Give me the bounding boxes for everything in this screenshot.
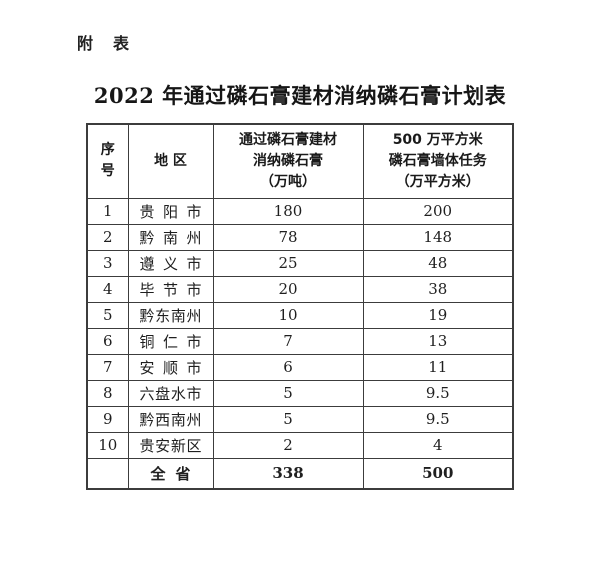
region-cell: 铜仁市 — [127, 327, 214, 355]
region-cell: 黔西南州 — [127, 405, 214, 433]
wall-cell: 13 — [362, 327, 514, 355]
region-cell: 六盘水市 — [127, 379, 214, 407]
wall-cell: 48 — [362, 249, 514, 277]
gypsum-cell: 5 — [212, 379, 364, 407]
wall-cell: 9.5 — [362, 379, 514, 407]
region-cell: 安顺市 — [127, 353, 214, 381]
gypsum-cell: 2 — [212, 431, 364, 459]
wall-cell: 11 — [362, 353, 514, 381]
wall-cell: 4 — [362, 431, 514, 459]
region-cell: 黔东南州 — [127, 301, 214, 329]
header-serial-number: 序 号 — [86, 123, 129, 199]
table-body: 1 贵阳市 180 200 2 黔南州 78 148 3 遵义市 25 48 4… — [86, 197, 514, 490]
table-row: 10 贵安新区 2 4 — [86, 431, 514, 459]
region-cell-total: 全省 — [127, 457, 214, 490]
region-cell: 贵阳市 — [127, 197, 214, 225]
wall-total-cell: 500 — [362, 457, 514, 490]
table-row: 6 铜仁市 7 13 — [86, 327, 514, 355]
table-header: 序 号 地 区 通过磷石膏建材 消纳磷石膏 （万吨） 500 万平方米 磷石膏墙… — [86, 123, 514, 199]
table-total-row: 全省 338 500 — [86, 457, 514, 490]
gypsum-cell: 5 — [212, 405, 364, 433]
gypsum-cell: 20 — [212, 275, 364, 303]
plan-table: 序 号 地 区 通过磷石膏建材 消纳磷石膏 （万吨） 500 万平方米 磷石膏墙… — [86, 123, 514, 490]
page-title: 2022 年通过磷石膏建材消纳磷石膏计划表 — [93, 83, 507, 108]
table-row: 1 贵阳市 180 200 — [86, 197, 514, 225]
serial-cell: 2 — [86, 223, 129, 251]
header-wall-task: 500 万平方米 磷石膏墙体任务 （万平方米） — [362, 123, 514, 199]
gypsum-cell: 6 — [212, 353, 364, 381]
gypsum-cell: 78 — [212, 223, 364, 251]
header-region: 地 区 — [127, 123, 214, 199]
region-cell: 毕节市 — [127, 275, 214, 303]
serial-cell: 6 — [86, 327, 129, 355]
serial-cell: 5 — [86, 301, 129, 329]
table-row: 8 六盘水市 5 9.5 — [86, 379, 514, 407]
serial-cell: 10 — [86, 431, 129, 459]
appendix-label: 附 表 — [77, 34, 132, 53]
header-row: 序 号 地 区 通过磷石膏建材 消纳磷石膏 （万吨） 500 万平方米 磷石膏墙… — [86, 123, 514, 199]
header-gypsum-consumption: 通过磷石膏建材 消纳磷石膏 （万吨） — [212, 123, 364, 199]
serial-cell: 7 — [86, 353, 129, 381]
wall-cell: 19 — [362, 301, 514, 329]
serial-cell: 8 — [86, 379, 129, 407]
gypsum-cell: 180 — [212, 197, 364, 225]
gypsum-cell: 7 — [212, 327, 364, 355]
wall-cell: 148 — [362, 223, 514, 251]
gypsum-total-cell: 338 — [212, 457, 364, 490]
serial-cell-empty — [86, 457, 129, 490]
region-cell: 遵义市 — [127, 249, 214, 277]
region-cell: 黔南州 — [127, 223, 214, 251]
serial-cell: 9 — [86, 405, 129, 433]
serial-cell: 4 — [86, 275, 129, 303]
region-cell: 贵安新区 — [127, 431, 214, 459]
table-row: 7 安顺市 6 11 — [86, 353, 514, 381]
table-row: 9 黔西南州 5 9.5 — [86, 405, 514, 433]
serial-cell: 1 — [86, 197, 129, 225]
wall-cell: 9.5 — [362, 405, 514, 433]
table-row: 5 黔东南州 10 19 — [86, 301, 514, 329]
wall-cell: 200 — [362, 197, 514, 225]
gypsum-cell: 10 — [212, 301, 364, 329]
gypsum-cell: 25 — [212, 249, 364, 277]
wall-cell: 38 — [362, 275, 514, 303]
table-row: 4 毕节市 20 38 — [86, 275, 514, 303]
table-row: 2 黔南州 78 148 — [86, 223, 514, 251]
table-row: 3 遵义市 25 48 — [86, 249, 514, 277]
serial-cell: 3 — [86, 249, 129, 277]
